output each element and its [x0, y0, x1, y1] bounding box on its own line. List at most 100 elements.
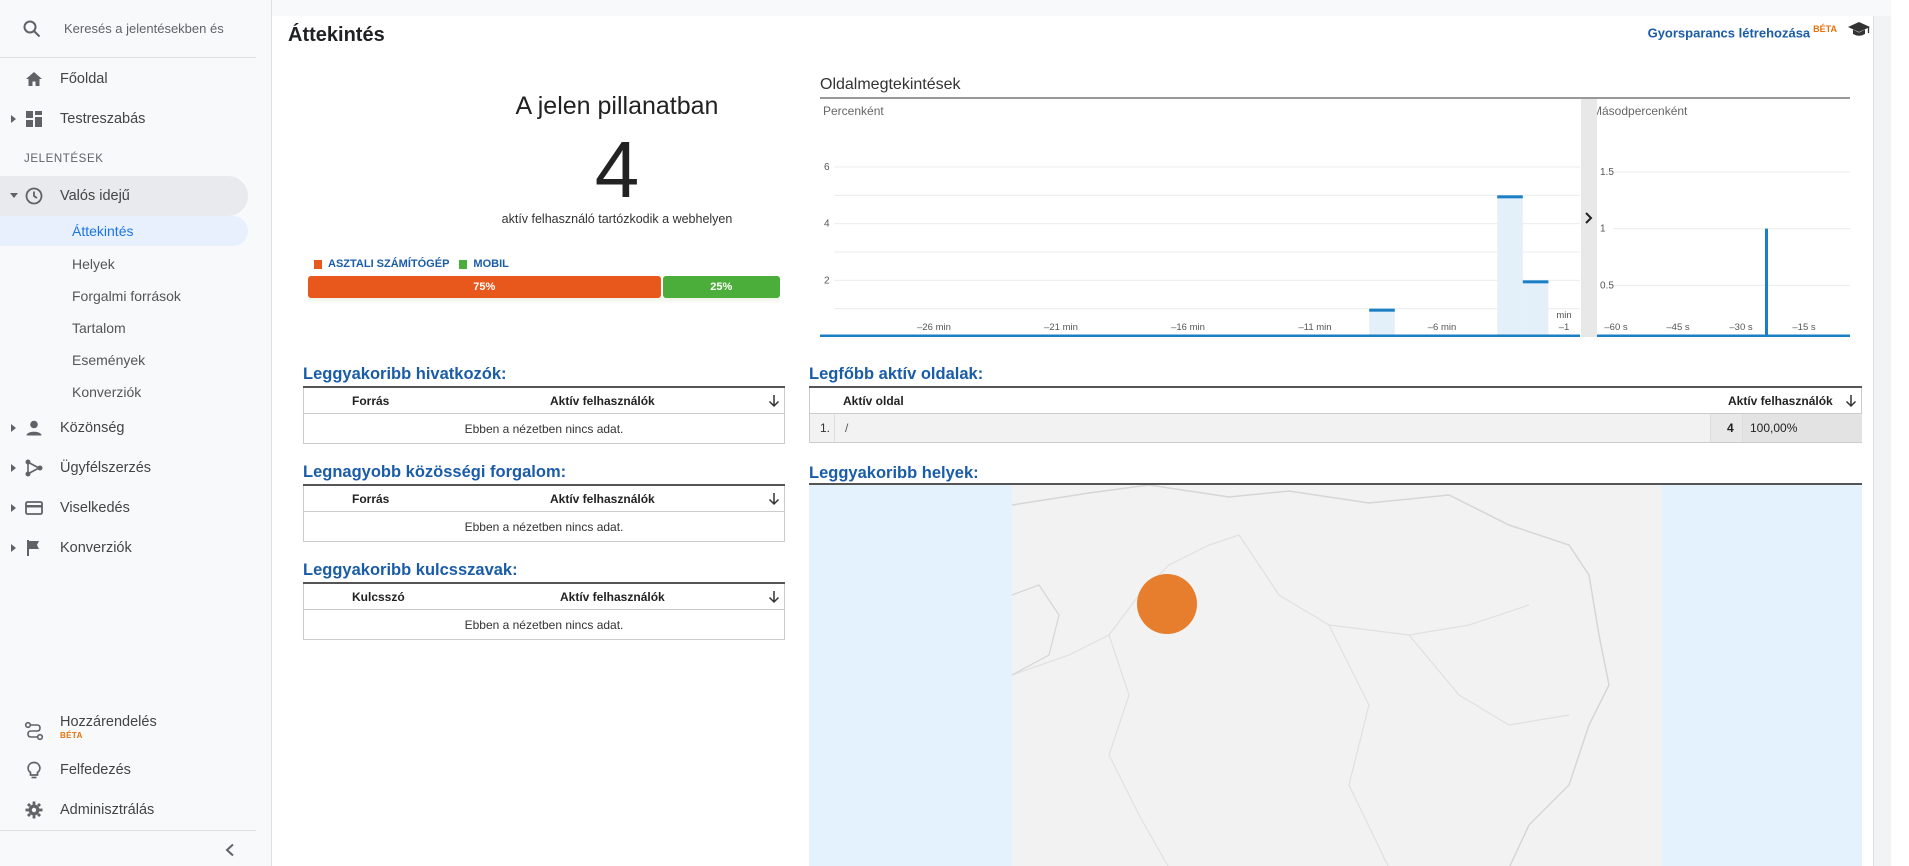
top-pages-title: Legfőbb aktív oldalak: — [809, 365, 984, 383]
table-header: Forrás Aktív felhasználók — [303, 388, 785, 414]
social-table: Forrás Aktív felhasználók Ebben a nézetb… — [303, 484, 785, 542]
create-shortcut-link[interactable]: Gyorsparancs létrehozása BÉTA — [1648, 24, 1837, 40]
y-tick-label: 2 — [824, 275, 830, 286]
acquisition-icon — [25, 459, 43, 477]
segment-label: 25% — [710, 281, 733, 293]
segment-label: 75% — [473, 281, 496, 293]
table-header: Kulcsszó Aktív felhasználók — [303, 584, 785, 610]
caret-right-icon — [11, 464, 16, 472]
legend-label-desktop: ASZTALI SZÁMÍTÓGÉP — [328, 258, 450, 270]
empty-message: Ebben a nézetben nincs adat. — [303, 414, 785, 444]
x-tick-label: –45 s — [1666, 322, 1689, 333]
sort-down-icon[interactable] — [768, 590, 780, 604]
sidebar-item-conversions[interactable]: Konverziók — [0, 528, 248, 568]
active-users-subtitle: aktív felhasználó tartózkodik a webhelye… — [501, 212, 733, 226]
sidebar-subitem-traffic-sources[interactable]: Forgalmi források — [72, 288, 181, 304]
row-count: 4 — [1727, 421, 1734, 435]
x-tick-label: –1 — [1559, 322, 1570, 333]
right-scrollbar[interactable] — [1873, 16, 1891, 866]
attribution-icon — [24, 721, 44, 741]
referrers-table: Forrás Aktív felhasználók Ebben a nézetb… — [303, 386, 785, 444]
sort-down-icon[interactable] — [768, 492, 780, 506]
bar — [1522, 280, 1549, 284]
percent-cell — [1742, 414, 1862, 442]
shortcut-label: Gyorsparancs létrehozása — [1647, 25, 1811, 41]
sidebar-subitem-locations[interactable]: Helyek — [72, 256, 115, 272]
bar — [1497, 195, 1523, 199]
device-bar-shadow — [308, 298, 780, 304]
col-active-users[interactable]: Aktív felhasználók — [560, 589, 665, 604]
col-source[interactable]: Forrás — [352, 491, 390, 506]
sidebar-item-admin[interactable]: Adminisztrálás — [0, 790, 248, 830]
search-input[interactable] — [64, 16, 244, 40]
top-strip — [272, 0, 1891, 16]
col-keyword[interactable]: Kulcsszó — [352, 589, 405, 604]
sidebar-subitem-content[interactable]: Tartalom — [72, 320, 126, 336]
y-tick-label: 1 — [1600, 224, 1606, 235]
social-title: Legnagyobb közösségi forgalom: — [303, 463, 567, 481]
top-pages-table: Aktív oldal Aktív felhasználók 1. / 4 10… — [809, 386, 1862, 443]
sidebar-item-audience[interactable]: Közönség — [0, 408, 248, 448]
referrers-title: Leggyakoribb hivatkozók: — [303, 365, 507, 383]
device-legend: ASZTALI SZÁMÍTÓGÉP MOBIL — [314, 258, 509, 270]
count-cell — [1710, 414, 1742, 442]
y-tick-label: 0.5 — [1600, 280, 1614, 291]
sidebar-item-attribution[interactable]: Hozzárendelés BÉTA — [0, 710, 248, 752]
col-active-page[interactable]: Aktív oldal — [843, 393, 904, 408]
bar-fill — [1369, 308, 1395, 336]
table-row[interactable]: 1. / 4 100,00% — [809, 414, 1862, 443]
map-svg — [1011, 485, 1662, 866]
caret-right-icon — [11, 115, 16, 123]
sidebar: Főoldal Testreszabás JELENTÉSEK Valós id… — [0, 0, 272, 866]
sidebar-item-behavior[interactable]: Viselkedés — [0, 488, 248, 528]
pageviews-title: Oldalmegtekintések — [820, 76, 961, 93]
sidebar-item-realtime[interactable]: Valós idejű — [0, 176, 248, 216]
x-tick-label: –21 min — [1044, 322, 1078, 333]
sidebar-item-discover[interactable]: Felfedezés — [0, 750, 248, 790]
x-tick-label: –30 s — [1729, 322, 1752, 333]
sidebar-subitem-conversions[interactable]: Konverziók — [72, 384, 142, 400]
sidebar-item-label: Ügyfélszerzés — [60, 460, 152, 476]
keywords-title: Leggyakoribb kulcsszavak: — [303, 561, 518, 579]
page-title: Áttekintés — [288, 24, 385, 46]
person-icon — [26, 420, 42, 436]
caret-right-icon — [11, 424, 16, 432]
bar-fill — [1522, 280, 1549, 336]
device-segment-desktop: 75% — [308, 276, 661, 298]
graduation-cap-icon[interactable] — [1847, 20, 1871, 40]
location-marker[interactable] — [1137, 574, 1197, 634]
pageviews-chart: Percenként Másodpercenként 2 4 6 –26 min –21… — [820, 97, 1850, 337]
expand-chevron-icon[interactable] — [1585, 212, 1593, 224]
sort-down-icon[interactable] — [768, 394, 780, 408]
sidebar-item-home[interactable]: Főoldal — [0, 59, 248, 99]
row-divider — [834, 414, 835, 442]
sidebar-item-acquisition[interactable]: Ügyfélszerzés — [0, 448, 248, 488]
col-active-users[interactable]: Aktív felhasználók — [550, 393, 655, 408]
flag-icon — [27, 540, 39, 556]
gear-icon — [25, 801, 43, 819]
locations-map[interactable] — [809, 483, 1862, 866]
map-border-west — [1011, 584, 1060, 676]
caret-right-icon — [11, 544, 16, 552]
x-tick-label: –6 min — [1428, 322, 1457, 333]
x-tick-label: –16 min — [1171, 322, 1205, 333]
section-title-reports: JELENTÉSEK — [24, 153, 104, 165]
sidebar-item-label: Közönség — [60, 420, 125, 436]
device-segment-mobile: 25% — [662, 276, 780, 298]
beta-badge: BÉTA — [60, 731, 83, 740]
lightbulb-icon — [27, 761, 41, 779]
col-active-users[interactable]: Aktív felhasználók — [550, 491, 655, 506]
collapse-sidebar-icon[interactable] — [224, 843, 236, 857]
per-second-label: Másodpercenként — [1592, 104, 1688, 118]
sort-down-icon[interactable] — [1845, 394, 1857, 408]
sidebar-subitem-overview[interactable]: Áttekintés — [0, 216, 248, 246]
row-page-link[interactable]: / — [845, 421, 849, 435]
sidebar-item-label: Felfedezés — [60, 762, 131, 778]
sidebar-item-customization[interactable]: Testreszabás — [0, 99, 248, 139]
col-active-users[interactable]: Aktív felhasználók — [1728, 393, 1833, 408]
col-source[interactable]: Forrás — [352, 393, 390, 408]
sidebar-subitem-events[interactable]: Események — [72, 352, 146, 368]
main-content: Áttekintés Gyorsparancs létrehozása BÉTA … — [272, 0, 1891, 866]
legend-swatch-desktop — [314, 259, 322, 269]
search-icon[interactable] — [22, 19, 42, 39]
